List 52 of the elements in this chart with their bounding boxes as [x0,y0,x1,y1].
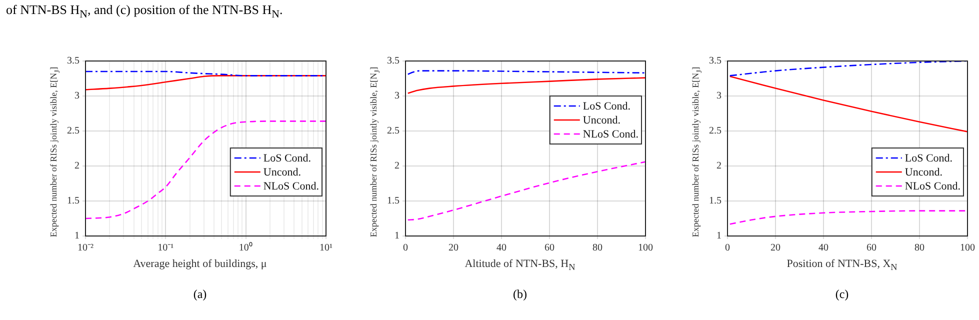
y-tick-label: 3 [394,90,400,102]
x-tick-label: 10⁻¹ [158,242,174,254]
y-tick-label: 3 [74,90,80,102]
y-tick-label: 1 [394,230,400,242]
text: (b) [512,287,528,302]
legend-label: NLoS Cond. [904,180,961,192]
y-tick-label: 3.5 [709,56,722,67]
x-tick-label: 0 [403,242,408,254]
y-tick-label: 2 [716,160,722,172]
x-tick-label: 40 [818,242,828,254]
legend-label: LoS Cond. [904,152,953,164]
y-tick-label: 3.5 [387,56,400,67]
x-tick-label: 80 [592,242,602,254]
y-tick-label: 1.5 [67,196,80,207]
y-tick-label: 2.5 [709,126,722,137]
x-tick-label: 20 [770,242,780,254]
y-tick-label: 1.5 [709,196,722,207]
text: (c) [834,287,850,302]
text: of NTN-BS H$_{N}$, and (c) position of the NTN-BS H$_{N}$. [6,2,283,21]
x-axis-title: Altitude of NTN-BS, H$_{N}$ [464,258,576,272]
x-axis-title: Average height of buildings, μ [132,258,268,270]
x-tick-label: 100 [638,242,653,254]
y-tick-label: 2.5 [387,126,400,137]
x-tick-label: 40 [496,242,506,254]
y-tick-label: 1.5 [387,196,400,207]
y-tick-label: 2 [74,160,80,172]
x-tick-label: 60 [866,242,876,254]
x-tick-label: 10⁻² [78,242,94,254]
x-tick-label: 80 [914,242,924,254]
legend-label: Uncond. [904,166,943,178]
legend-label: Uncond. [263,166,302,178]
y-tick-label: 3.5 [67,56,80,67]
legend-label: NLoS Cond. [582,128,639,140]
legend-label: LoS Cond. [263,152,312,164]
x-tick-label: 100 [960,242,975,254]
line-series [729,210,968,225]
legend-label: LoS Cond. [582,100,631,112]
y-tick-label: 2.5 [67,126,80,137]
y-tick-label: 3 [716,90,722,102]
x-tick-label: 0 [725,242,730,254]
x-tick-label: 10⁰ [238,242,253,254]
line-series [407,77,646,94]
y-tick-label: 1 [74,230,80,242]
legend-label: Uncond. [582,114,621,126]
legend-label: NLoS Cond. [263,180,320,192]
x-tick-label: 10¹ [320,242,332,254]
x-tick-label: 20 [448,242,458,254]
text: (a) [192,287,208,302]
y-tick-label: 1 [716,230,722,242]
y-tick-label: 2 [394,160,400,172]
x-tick-label: 60 [544,242,554,254]
x-axis-title: Position of NTN-BS, X$_{N}$ [786,258,898,272]
